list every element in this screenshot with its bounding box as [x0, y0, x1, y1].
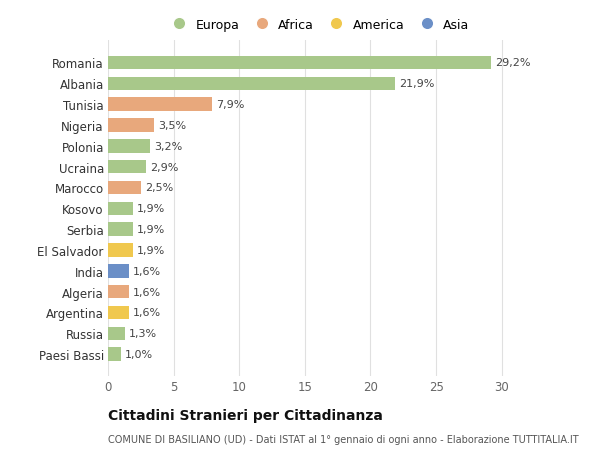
- Bar: [108, 327, 125, 341]
- Text: 1,0%: 1,0%: [125, 349, 153, 359]
- Bar: [108, 223, 133, 236]
- Text: 3,2%: 3,2%: [154, 141, 182, 151]
- Text: 1,9%: 1,9%: [137, 224, 165, 235]
- Bar: [108, 140, 150, 153]
- Text: 1,9%: 1,9%: [137, 204, 165, 214]
- Text: 1,6%: 1,6%: [133, 308, 161, 318]
- Text: 1,6%: 1,6%: [133, 287, 161, 297]
- Text: 3,5%: 3,5%: [158, 121, 186, 131]
- Text: Cittadini Stranieri per Cittadinanza: Cittadini Stranieri per Cittadinanza: [108, 409, 383, 422]
- Text: 1,9%: 1,9%: [137, 246, 165, 255]
- Text: COMUNE DI BASILIANO (UD) - Dati ISTAT al 1° gennaio di ogni anno - Elaborazione : COMUNE DI BASILIANO (UD) - Dati ISTAT al…: [108, 434, 578, 444]
- Text: 2,5%: 2,5%: [145, 183, 173, 193]
- Text: 2,9%: 2,9%: [150, 162, 178, 172]
- Bar: [108, 202, 133, 216]
- Text: 7,9%: 7,9%: [215, 100, 244, 110]
- Text: 21,9%: 21,9%: [400, 79, 435, 89]
- Bar: [108, 161, 146, 174]
- Bar: [108, 98, 212, 112]
- Bar: [108, 306, 129, 319]
- Bar: [108, 244, 133, 257]
- Text: 1,6%: 1,6%: [133, 266, 161, 276]
- Bar: [108, 264, 129, 278]
- Text: 29,2%: 29,2%: [495, 58, 530, 68]
- Bar: [108, 77, 395, 91]
- Bar: [108, 347, 121, 361]
- Bar: [108, 56, 491, 70]
- Bar: [108, 285, 129, 299]
- Text: 1,3%: 1,3%: [129, 329, 157, 339]
- Bar: [108, 119, 154, 133]
- Bar: [108, 181, 141, 195]
- Legend: Europa, Africa, America, Asia: Europa, Africa, America, Asia: [167, 19, 469, 32]
